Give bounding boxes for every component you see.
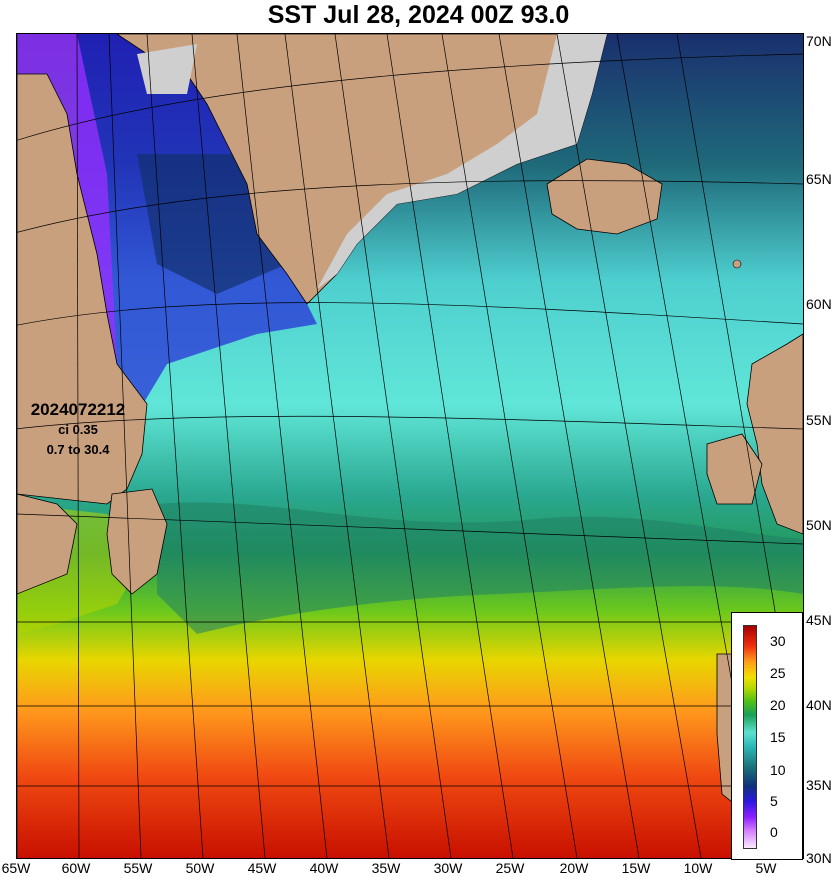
lat-label-40n: 40N [806, 697, 832, 713]
parallel-50n [17, 513, 803, 545]
lon-label-40w: 40W [309, 860, 339, 876]
maritimes-coast [17, 493, 78, 595]
run-info: 2024072212 ci 0.35 0.7 to 30.4 [8, 400, 148, 460]
lon-label-20w: 20W [559, 860, 589, 876]
meridian-50w [146, 34, 204, 858]
labrador [17, 73, 148, 505]
sea-ice-baffin [137, 44, 197, 94]
lat-label-65n: 65N [806, 171, 832, 187]
lon-label-65w: 65W [1, 860, 31, 876]
lat-label-70n: 70N [806, 33, 832, 49]
data-range: 0.7 to 30.4 [46, 442, 110, 457]
colorbar-legend: 30 25 20 15 10 5 0 [731, 612, 803, 860]
lat-label-60n: 60N [806, 296, 832, 312]
meridian-60w [76, 34, 80, 858]
sea-ice-east-greenland [317, 34, 607, 289]
lon-label-15w: 15W [621, 860, 651, 876]
run-id: 2024072212 [30, 400, 126, 419]
great-britain [746, 333, 803, 535]
meridian-55w [108, 34, 142, 858]
gulf-stream-front [157, 502, 803, 634]
sst-map [16, 33, 804, 859]
colorbar-scale [743, 625, 757, 849]
meridian-15w [498, 34, 640, 858]
colorbar-tick-0: 0 [770, 824, 778, 840]
parallel-65n [17, 180, 803, 233]
meridian-35w [284, 34, 390, 858]
lon-label-45w: 45W [247, 860, 277, 876]
lat-label-45n: 45N [806, 612, 832, 628]
lat-label-35n: 35N [806, 777, 832, 793]
meridian-40w [236, 34, 328, 858]
sst-field [17, 34, 803, 858]
lon-label-5w: 5W [755, 860, 777, 876]
lon-label-60w: 60W [61, 860, 91, 876]
iceland [546, 158, 663, 235]
lat-label-55n: 55N [806, 412, 832, 428]
parallel-60n [17, 302, 803, 326]
colorbar-tick-5: 5 [770, 793, 778, 809]
meridian-45w [191, 34, 266, 858]
colorbar-tick-15: 15 [770, 729, 786, 745]
lon-label-10w: 10W [683, 860, 713, 876]
parallel-55n [17, 415, 803, 430]
meridian-30w [334, 34, 452, 858]
parallel-70n [17, 53, 803, 141]
greenland [116, 34, 608, 305]
lon-label-50w: 50W [185, 860, 215, 876]
contour-interval: ci 0.35 [58, 422, 98, 437]
colorbar-tick-20: 20 [770, 697, 786, 713]
newfoundland [106, 488, 168, 595]
faroe-islands [732, 259, 742, 269]
lon-label-25w: 25W [495, 860, 525, 876]
colorbar-tick-10: 10 [770, 762, 786, 778]
lat-label-50n: 50N [806, 517, 832, 533]
lat-label-30n: 30N [806, 850, 832, 866]
meridian-10w [556, 34, 702, 858]
lon-label-55w: 55W [123, 860, 153, 876]
lon-label-35w: 35W [371, 860, 401, 876]
lon-label-30w: 30W [433, 860, 463, 876]
meridian-25w [386, 34, 514, 858]
map-title: SST Jul 28, 2024 00Z 93.0 [267, 1, 570, 29]
meridian-20w [441, 34, 578, 858]
colorbar-tick-30: 30 [770, 633, 786, 649]
colorbar-tick-25: 25 [770, 665, 786, 681]
